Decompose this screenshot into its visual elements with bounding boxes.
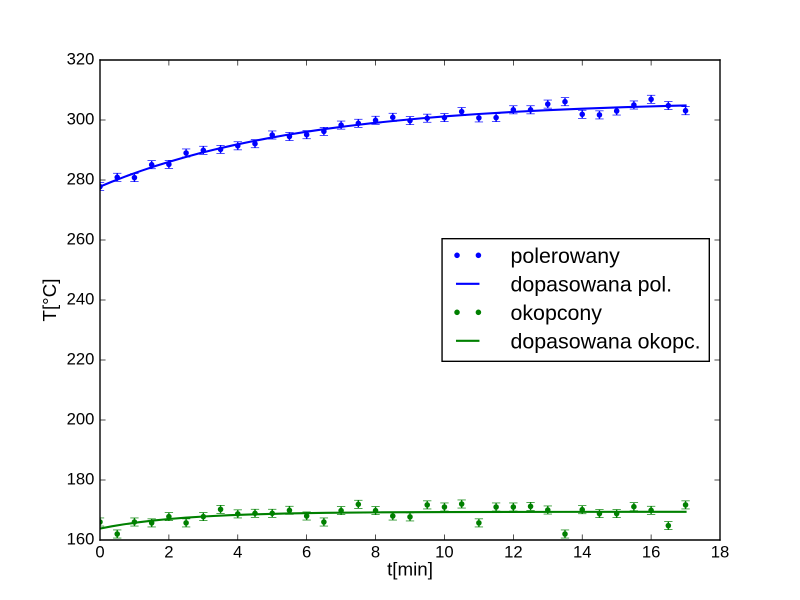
svg-text:t[min]: t[min]: [387, 559, 433, 580]
svg-text:18: 18: [711, 543, 730, 562]
svg-text:14: 14: [573, 543, 592, 562]
svg-text:300: 300: [67, 109, 95, 128]
svg-text:polerowany: polerowany: [510, 244, 620, 268]
svg-text:4: 4: [233, 543, 242, 562]
svg-text:okopcony: okopcony: [510, 301, 602, 325]
svg-text:280: 280: [67, 169, 95, 188]
svg-text:220: 220: [67, 349, 95, 368]
svg-text:10: 10: [435, 543, 454, 562]
svg-text:180: 180: [67, 469, 95, 488]
svg-text:2: 2: [164, 543, 173, 562]
svg-text:240: 240: [67, 289, 95, 308]
svg-text:16: 16: [642, 543, 661, 562]
svg-text:0: 0: [95, 543, 104, 562]
svg-text:12: 12: [504, 543, 523, 562]
svg-text:260: 260: [67, 229, 95, 248]
svg-text:160: 160: [67, 529, 95, 548]
svg-text:6: 6: [302, 543, 311, 562]
svg-text:T[°C]: T[°C]: [39, 279, 60, 322]
svg-text:8: 8: [371, 543, 380, 562]
svg-text:dopasowana okopc.: dopasowana okopc.: [510, 329, 700, 353]
svg-text:dopasowana pol.: dopasowana pol.: [510, 272, 672, 296]
svg-text:320: 320: [67, 49, 95, 68]
svg-text:200: 200: [67, 409, 95, 428]
